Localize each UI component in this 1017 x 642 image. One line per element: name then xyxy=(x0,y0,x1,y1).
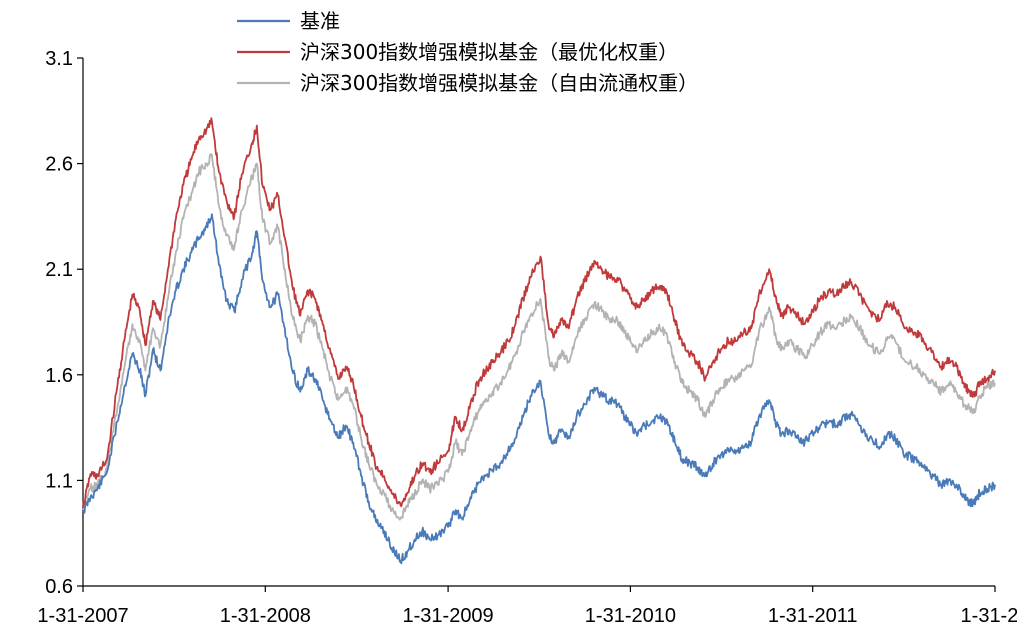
legend-label-1: 基准 xyxy=(300,9,340,33)
x-tick-label: 1-31-2009 xyxy=(403,605,494,627)
y-tick-label: 0.6 xyxy=(45,576,73,598)
x-tick-label: 1-31-2010 xyxy=(585,605,676,627)
x-tick-label: 1-31-20 xyxy=(961,605,1017,627)
y-tick-label: 1.6 xyxy=(45,365,73,387)
y-tick-label: 2.6 xyxy=(45,154,73,176)
y-tick-label: 1.1 xyxy=(45,470,73,492)
y-tick-label: 3.1 xyxy=(45,48,73,70)
y-axis: 0.6 1.1 1.6 2.1 2.6 3.1 xyxy=(45,48,84,598)
series-line-2 xyxy=(82,117,996,508)
series-line-3 xyxy=(82,153,996,521)
series-line-1 xyxy=(82,213,996,565)
x-tick-label: 1-31-2007 xyxy=(37,605,128,627)
x-tick-label: 1-31-2008 xyxy=(220,605,311,627)
legend-label-3: 沪深300指数增强模拟基金（自由流通权重） xyxy=(300,71,698,95)
x-axis: 1-31-2007 1-31-2008 1-31-2009 1-31-2010 1-31… xyxy=(37,585,1017,627)
legend-label-2: 沪深300指数增强模拟基金（最优化权重） xyxy=(300,40,678,64)
y-tick-label: 2.1 xyxy=(45,259,73,281)
plot-area xyxy=(82,117,996,565)
x-tick-label: 1-31-2011 xyxy=(768,605,858,627)
